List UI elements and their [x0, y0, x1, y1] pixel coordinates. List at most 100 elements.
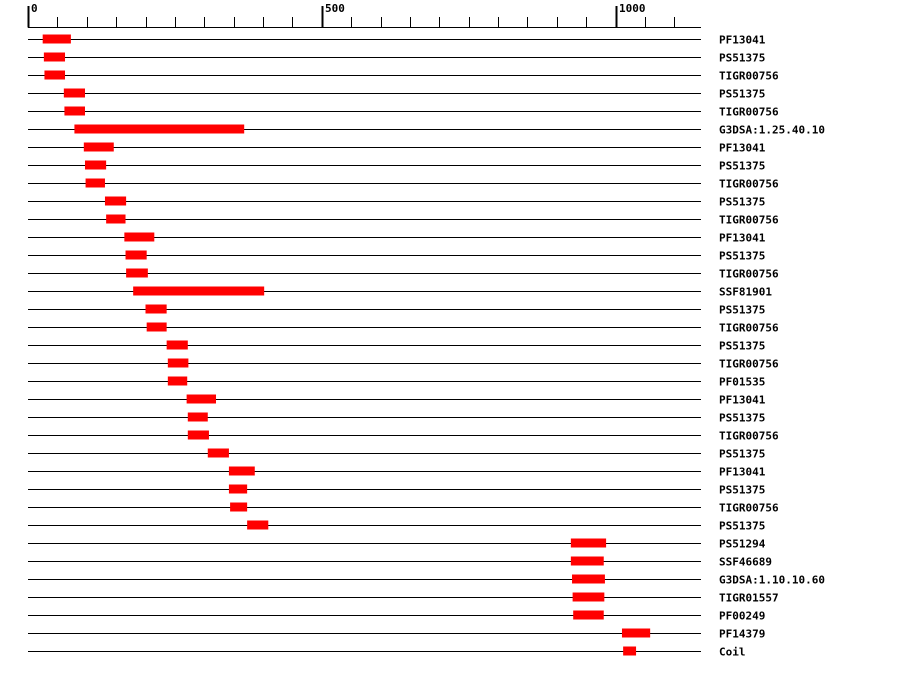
- axis-tick-label: 0: [31, 2, 38, 15]
- feature-bar[interactable]: [167, 376, 188, 386]
- feature-track: PF13041: [28, 232, 766, 245]
- feature-label: G3DSA:1.10.10.60: [719, 574, 825, 587]
- feature-bar[interactable]: [573, 610, 604, 620]
- feature-track: TIGR00756: [28, 178, 779, 191]
- feature-bar[interactable]: [621, 628, 651, 638]
- feature-bar[interactable]: [106, 214, 126, 224]
- feature-bar[interactable]: [42, 34, 71, 44]
- feature-track: PS51294: [28, 538, 766, 551]
- axis-tick-label: 500: [325, 2, 345, 15]
- feature-track: SSF81901: [28, 286, 772, 299]
- feature-track: TIGR00756: [28, 268, 779, 281]
- feature-label: PS51375: [719, 340, 765, 353]
- feature-track: PS51375: [28, 250, 765, 263]
- feature-track: PF14379: [28, 628, 765, 641]
- feature-label: TIGR00756: [719, 70, 779, 83]
- feature-bar[interactable]: [84, 160, 107, 170]
- axis-tick-label: 1000: [619, 2, 646, 15]
- axis: 0 500 1000: [27, 2, 701, 28]
- feature-track: G3DSA:1.25.40.10: [28, 124, 825, 137]
- feature-track: TIGR00756: [28, 358, 779, 371]
- feature-label: TIGR00756: [719, 502, 779, 515]
- feature-bar[interactable]: [64, 106, 85, 116]
- feature-track: TIGR00756: [28, 106, 779, 119]
- feature-bar[interactable]: [43, 52, 66, 62]
- feature-label: SSF81901: [719, 286, 772, 299]
- feature-label: PF13041: [719, 34, 766, 47]
- feature-track: TIGR01557: [28, 592, 779, 605]
- feature-bar[interactable]: [623, 646, 637, 656]
- feature-label: PF13041: [719, 142, 766, 155]
- feature-bar[interactable]: [572, 592, 605, 602]
- feature-bar[interactable]: [63, 88, 85, 98]
- feature-track: PF00249: [28, 610, 765, 623]
- feature-bar[interactable]: [83, 142, 114, 152]
- feature-track: TIGR00756: [28, 322, 779, 335]
- feature-label: PF13041: [719, 394, 766, 407]
- feature-label: SSF46689: [719, 556, 772, 569]
- feature-bar[interactable]: [570, 556, 604, 566]
- feature-bar[interactable]: [126, 268, 148, 278]
- feature-track: PS51375: [28, 520, 765, 533]
- feature-bar[interactable]: [85, 178, 105, 188]
- feature-bar[interactable]: [570, 538, 607, 548]
- feature-bar[interactable]: [572, 574, 605, 584]
- feature-track: TIGR00756: [28, 502, 779, 515]
- feature-track: SSF46689: [28, 556, 772, 569]
- feature-label: TIGR01557: [719, 592, 779, 605]
- feature-label: PS51375: [719, 412, 765, 425]
- feature-bar[interactable]: [228, 484, 248, 494]
- feature-bar[interactable]: [44, 70, 66, 80]
- feature-label: PS51375: [719, 520, 765, 533]
- feature-label: PS51375: [719, 484, 765, 497]
- feature-track: PS51375: [28, 304, 765, 317]
- feature-label: PF01535: [719, 376, 765, 389]
- feature-label: PF14379: [719, 628, 765, 641]
- feature-label: PS51375: [719, 304, 765, 317]
- feature-track: PS51375: [28, 196, 765, 209]
- feature-bar[interactable]: [230, 502, 248, 512]
- feature-bar[interactable]: [187, 412, 208, 422]
- feature-label: TIGR00756: [719, 268, 779, 281]
- feature-bar[interactable]: [167, 358, 189, 368]
- feature-label: TIGR00756: [719, 358, 779, 371]
- feature-bar[interactable]: [228, 466, 255, 476]
- feature-bar[interactable]: [74, 124, 245, 134]
- feature-track: PS51375: [28, 340, 765, 353]
- feature-label: Coil: [719, 646, 746, 659]
- feature-bar[interactable]: [125, 250, 147, 260]
- feature-track: PS51375: [28, 412, 765, 425]
- feature-label: PS51375: [719, 160, 765, 173]
- feature-label: TIGR00756: [719, 322, 779, 335]
- feature-track: PF13041: [28, 34, 766, 47]
- feature-label: PF13041: [719, 232, 766, 245]
- feature-bar[interactable]: [133, 286, 265, 296]
- feature-track: TIGR00756: [28, 430, 779, 443]
- feature-track: PS51375: [28, 52, 765, 65]
- feature-bar[interactable]: [146, 322, 167, 332]
- feature-track: TIGR00756: [28, 70, 779, 83]
- feature-label: PS51375: [719, 88, 765, 101]
- feature-bar[interactable]: [166, 340, 188, 350]
- feature-bar[interactable]: [124, 232, 155, 242]
- feature-label: TIGR00756: [719, 214, 779, 227]
- feature-bar[interactable]: [104, 196, 127, 206]
- feature-track: PS51375: [28, 448, 765, 461]
- track-list: PF13041 PS51375 TIGR00756 PS51375 TIGR00756 G…: [28, 34, 825, 659]
- feature-label: PF13041: [719, 466, 766, 479]
- feature-bar[interactable]: [186, 394, 216, 404]
- feature-label: PS51375: [719, 250, 765, 263]
- feature-track: PS51375: [28, 484, 765, 497]
- feature-track: PS51375: [28, 160, 765, 173]
- feature-label: TIGR00756: [719, 178, 779, 191]
- feature-bar[interactable]: [187, 430, 209, 440]
- feature-track: PF13041: [28, 142, 766, 155]
- feature-bar[interactable]: [145, 304, 167, 314]
- feature-track: G3DSA:1.10.10.60: [28, 574, 825, 587]
- feature-bar[interactable]: [207, 448, 229, 458]
- feature-track: PF13041: [28, 466, 766, 479]
- feature-bar[interactable]: [247, 520, 269, 530]
- feature-label: G3DSA:1.25.40.10: [719, 124, 825, 137]
